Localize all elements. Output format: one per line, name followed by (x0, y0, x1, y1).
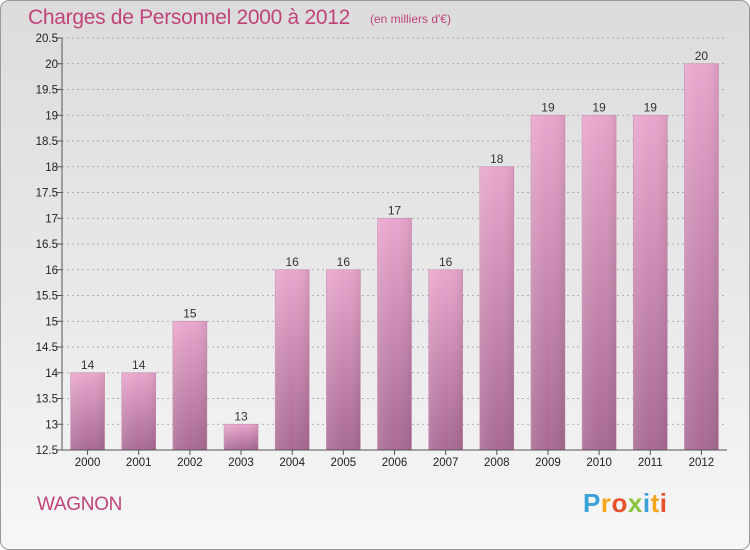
x-tick-label: 2009 (535, 457, 561, 469)
data-label: 19 (592, 100, 606, 114)
bar-shine (172, 321, 207, 450)
bar-shine (121, 372, 156, 450)
proxiti-logo: Proxiti (583, 488, 668, 518)
y-tick-label: 20 (45, 59, 58, 71)
x-tick-label: 2012 (689, 457, 715, 469)
y-tick-label: 16 (45, 265, 58, 277)
data-label: 14 (132, 358, 146, 372)
commune-name: WAGNON (37, 494, 123, 515)
data-label: 20 (695, 49, 709, 63)
y-tick-label: 13 (45, 419, 58, 431)
y-tick-label: 14 (45, 368, 58, 380)
data-label: 18 (490, 152, 504, 166)
y-tick-label: 19.5 (36, 85, 58, 97)
x-tick-label: 2004 (279, 457, 305, 469)
axes: 12.5 13 13.5 14 14.5 15 15.5 16 16.5 17 17.5 18 18.5… (36, 33, 727, 469)
data-label: 19 (541, 100, 555, 114)
y-tick-label: 18.5 (36, 136, 58, 148)
data-label: 13 (234, 409, 248, 423)
y-tick-label: 13.5 (36, 394, 58, 406)
x-tick-label: 2005 (331, 457, 357, 469)
x-tick-label: 2001 (126, 457, 152, 469)
x-tick-label: 2010 (586, 457, 612, 469)
bar-shine (428, 269, 463, 450)
chart-subtitle: (en milliers d'€) (370, 12, 451, 26)
y-tick-label: 12.5 (36, 445, 58, 457)
data-label: 14 (81, 358, 95, 372)
bar-shine (530, 115, 565, 450)
y-tick-label: 18 (45, 162, 58, 174)
bar-shine (224, 424, 259, 450)
y-tick-label: 17 (45, 213, 58, 225)
bar-shine (70, 372, 105, 450)
y-tick-label: 19 (45, 110, 58, 122)
x-tick-label: 2003 (228, 457, 254, 469)
x-tick-label: 2011 (638, 457, 663, 469)
y-tick-label: 17.5 (36, 188, 58, 200)
x-tick-label: 2007 (433, 457, 459, 469)
x-tick-label: 2006 (382, 457, 408, 469)
data-label: 17 (388, 203, 402, 217)
bars: 14 14 15 13 16 16 17 16 18 19 19 19 20 (70, 49, 719, 451)
bar-shine (633, 115, 668, 450)
bar-shine (684, 63, 719, 450)
x-tick-label: 2002 (177, 457, 203, 469)
bar-shine (479, 166, 514, 450)
data-label: 15 (183, 306, 197, 320)
data-label: 16 (439, 255, 453, 269)
y-tick-label: 15.5 (36, 291, 58, 303)
bar-shine (326, 269, 361, 450)
data-label: 16 (337, 255, 351, 269)
chart-title: Charges de Personnel 2000 à 2012 (28, 6, 350, 29)
x-tick-label: 2008 (484, 457, 510, 469)
x-tick-label: 2000 (75, 457, 101, 469)
y-tick-label: 20.5 (36, 33, 58, 45)
bar-shine (377, 218, 412, 450)
y-tick-label: 14.5 (36, 342, 58, 354)
y-tick-label: 16.5 (36, 239, 58, 251)
bar-shine (582, 115, 617, 450)
data-label: 19 (644, 100, 658, 114)
bar-shine (275, 269, 310, 450)
y-tick-label: 15 (45, 316, 58, 328)
data-label: 16 (286, 255, 300, 269)
